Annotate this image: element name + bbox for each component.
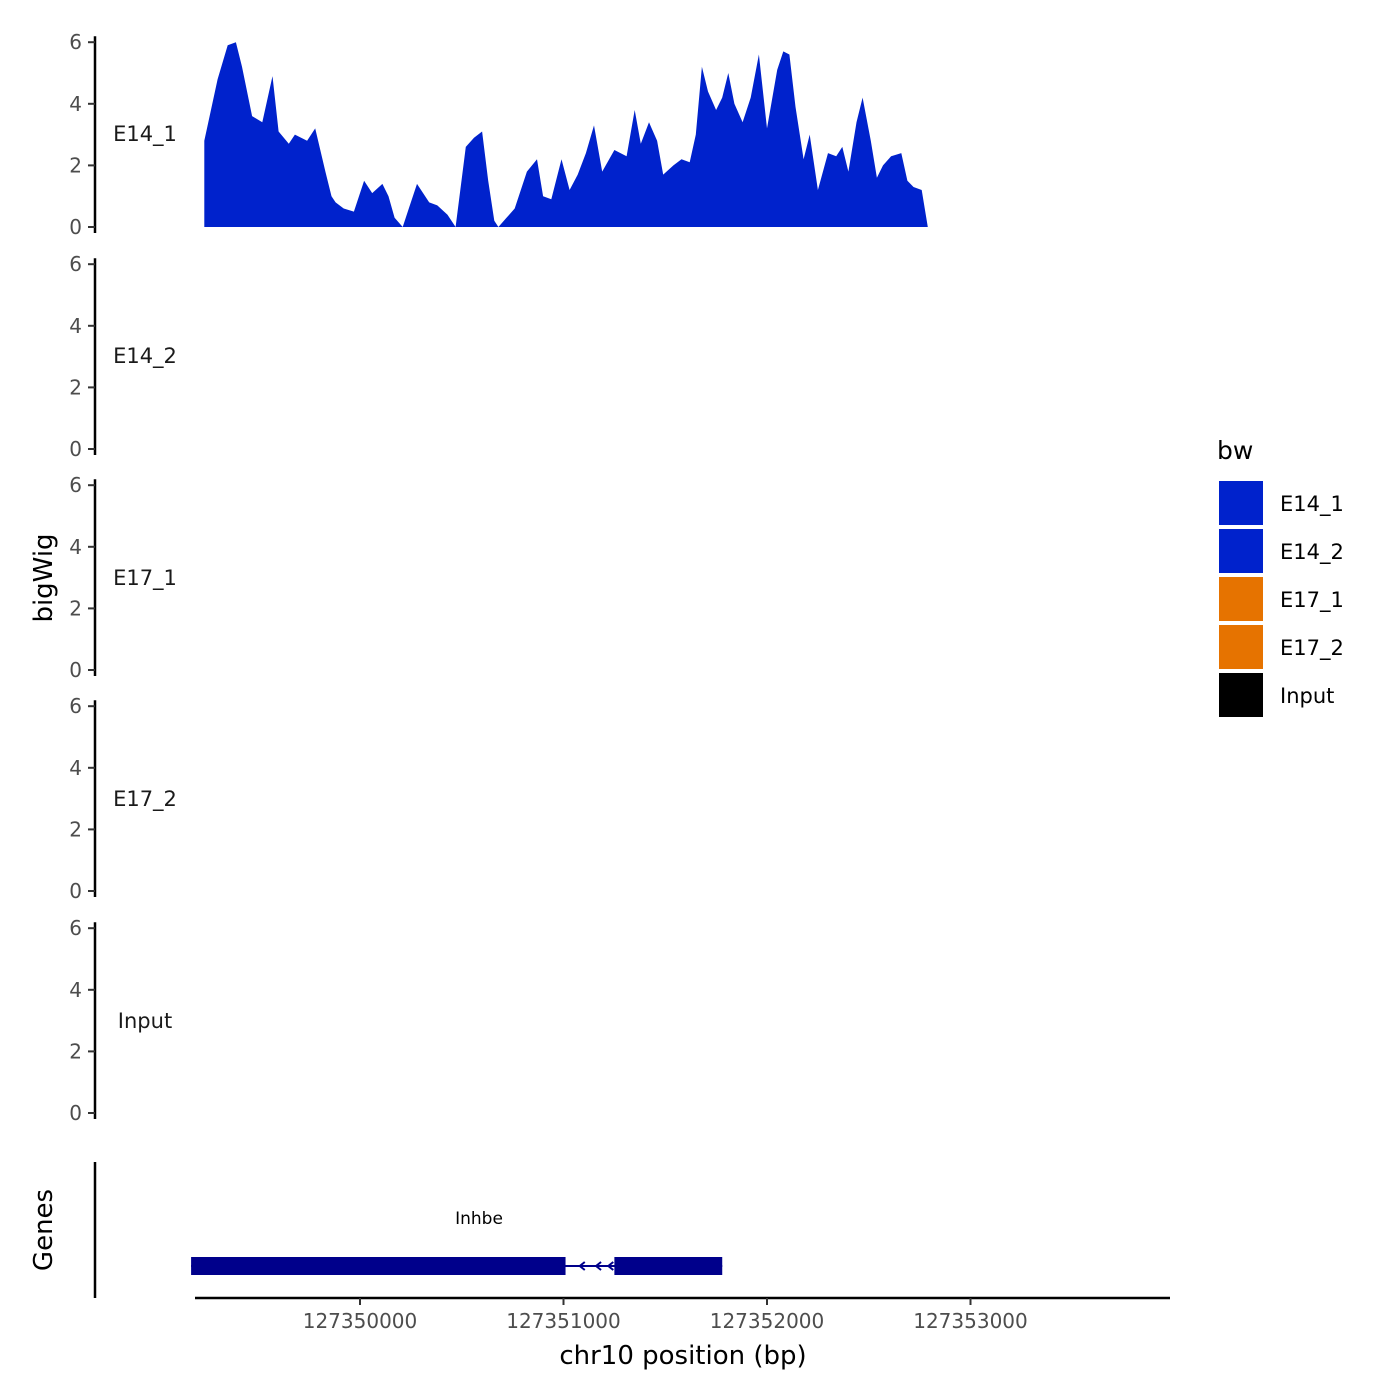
y-tick-label: 2 — [69, 153, 82, 177]
x-tick-label: 127352000 — [710, 1309, 825, 1333]
y-tick-label: 4 — [69, 314, 82, 338]
x-axis-title: chr10 position (bp) — [559, 1341, 806, 1371]
genes-label: Genes — [29, 1189, 59, 1271]
y-tick-label: 0 — [69, 879, 82, 903]
track-e14-1: 0 2 4 6 E14_1 — [69, 30, 1113, 239]
strand-arrow — [594, 1261, 602, 1271]
x-tick-label: 127353000 — [913, 1309, 1028, 1333]
track-input: 0 2 4 6 Input — [69, 916, 172, 1125]
y-tick-label: 6 — [69, 252, 82, 276]
legend-swatch — [1219, 577, 1263, 621]
y-tick-label: 6 — [69, 916, 82, 940]
track-label: E17_1 — [113, 566, 177, 591]
y-tick-label: 0 — [69, 215, 82, 239]
y-tick-label: 4 — [69, 978, 82, 1002]
x-tick-label: 127351000 — [506, 1309, 621, 1333]
y-tick-label: 2 — [69, 375, 82, 399]
legend-title: bw — [1217, 436, 1253, 465]
gene-model[interactable] — [191, 1257, 723, 1275]
track-label: E17_2 — [113, 787, 177, 812]
y-tick-label: 0 — [69, 437, 82, 461]
track-label: E14_2 — [113, 344, 177, 369]
y-axis-title: bigWig — [29, 533, 59, 622]
gene-exon — [191, 1257, 566, 1275]
y-tick-label: 4 — [69, 756, 82, 780]
y-tick-label: 6 — [69, 694, 82, 718]
legend-label: Input — [1280, 684, 1334, 708]
x-axis: chr10 position (bp) 127350000 127351000 12… — [195, 1296, 1170, 1371]
track-label: E14_1 — [113, 122, 177, 147]
y-tick-label: 0 — [69, 658, 82, 682]
y-tick-label: 4 — [69, 535, 82, 559]
track-e17-2: 0 2 4 6 E17_2 — [69, 694, 177, 903]
y-tick-label: 2 — [69, 596, 82, 620]
genes-track: Genes Inhbe — [29, 1162, 723, 1298]
y-tick-label: 2 — [69, 817, 82, 841]
legend-swatch — [1219, 481, 1263, 525]
legend-label: E14_2 — [1280, 540, 1344, 565]
y-tick-label: 0 — [69, 1101, 82, 1125]
legend: bw E14_1 E14_2 E17_1 E17_2 Input — [1217, 436, 1344, 717]
y-tick-label: 4 — [69, 92, 82, 116]
gene-exon — [614, 1257, 723, 1275]
gene-name-label: Inhbe — [455, 1209, 503, 1229]
y-tick-label: 2 — [69, 1039, 82, 1063]
track-e17-1: 0 2 4 6 E17_1 — [69, 473, 177, 682]
legend-label: E17_1 — [1280, 588, 1344, 613]
legend-swatch — [1219, 673, 1263, 717]
y-tick-label: 6 — [69, 473, 82, 497]
strand-arrow — [606, 1261, 614, 1271]
y-tick-label: 6 — [69, 30, 82, 54]
legend-swatch — [1219, 625, 1263, 669]
x-tick-label: 127350000 — [303, 1309, 418, 1333]
signal-tracks: 0 2 4 6 E14_1 0 2 4 6 E14_2 0 2 4 6 E17_1 0 2 4 6 E17_2 0 2 4 6… — [69, 30, 1113, 1125]
legend-label: E14_1 — [1280, 492, 1344, 517]
strand-arrow — [578, 1261, 586, 1271]
legend-label: E17_2 — [1280, 636, 1344, 661]
signal-area-e14-1 — [204, 42, 1113, 228]
track-label: Input — [118, 1009, 172, 1033]
track-e14-2: 0 2 4 6 E14_2 — [69, 252, 177, 461]
legend-swatch — [1219, 529, 1263, 573]
